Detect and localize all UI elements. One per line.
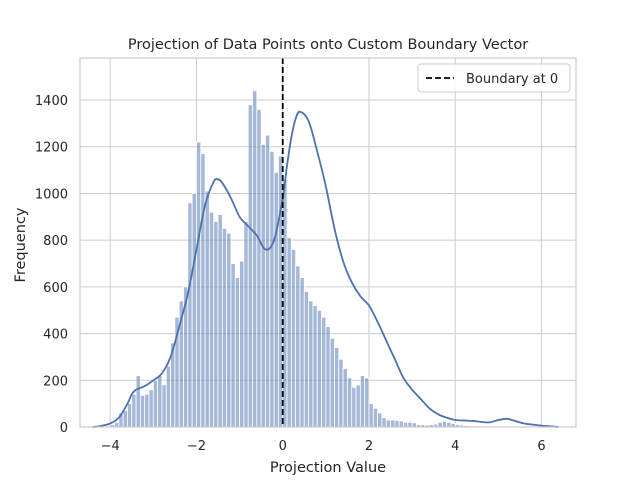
histogram-bar	[165, 365, 171, 428]
histogram-bar	[286, 237, 292, 428]
y-tick-label: 600	[43, 281, 68, 296]
histogram-bar	[308, 300, 314, 428]
histogram-bar	[398, 420, 404, 428]
histogram-bar	[230, 263, 236, 428]
x-tick-label: −4	[101, 439, 120, 454]
x-tick-labels: −4 −2 0 2 4 6	[101, 439, 546, 454]
kde-curve	[92, 110, 559, 428]
histogram-bar	[316, 309, 322, 428]
histogram-bar	[411, 422, 417, 428]
histogram-bar	[299, 277, 305, 428]
histogram-bar	[131, 393, 137, 428]
histogram-bar	[295, 265, 301, 428]
histogram-bar	[247, 104, 253, 428]
histogram-bar	[325, 326, 331, 428]
histogram-bar	[256, 108, 262, 428]
histogram-bar	[221, 228, 228, 428]
histogram-bar	[312, 305, 318, 428]
histogram-bar	[351, 386, 357, 428]
histogram-bar	[394, 420, 400, 428]
y-tick-labels: 0 200 400 600 800 1000 1200 1400	[35, 94, 68, 436]
histogram-bar	[265, 134, 271, 428]
legend-entry-boundary: Boundary at 0	[466, 72, 558, 87]
histogram-bar	[161, 384, 167, 428]
histogram-bar	[135, 375, 141, 428]
histogram-bar	[329, 337, 335, 428]
y-tick-label: 200	[43, 374, 68, 389]
histogram-bar	[273, 172, 279, 428]
histogram-bar	[114, 421, 120, 428]
histogram-bar	[372, 407, 379, 428]
histogram-bar	[290, 249, 297, 428]
histogram-bar	[213, 221, 219, 428]
chart-title: Projection of Data Points onto Custom Bo…	[128, 37, 528, 53]
histogram-bar	[204, 190, 210, 428]
x-tick-label: 2	[365, 439, 373, 454]
plot-frame	[79, 57, 577, 428]
histogram-bar	[157, 375, 163, 428]
x-tick-label: 4	[451, 439, 459, 454]
grid	[80, 58, 576, 428]
histogram-bar	[148, 389, 154, 428]
histogram-bar	[243, 221, 249, 428]
histogram-bar	[347, 377, 353, 428]
histogram-bar	[208, 211, 215, 428]
histogram-bar	[127, 403, 133, 428]
y-tick-label: 1200	[35, 141, 68, 156]
y-tick-label: 400	[43, 328, 68, 343]
y-tick-label: 1400	[35, 94, 68, 109]
x-tick-label: 0	[279, 439, 287, 454]
y-axis-label: Frequency	[13, 207, 29, 282]
histogram-bar	[446, 421, 452, 428]
histogram-bar	[269, 151, 275, 428]
histogram-bar	[187, 202, 193, 428]
histogram-bar	[355, 384, 361, 428]
histogram-bar	[381, 417, 387, 428]
histogram-bar	[239, 260, 245, 428]
legend: Boundary at 0	[417, 63, 571, 93]
histogram-bar	[191, 193, 197, 428]
histogram-bar	[260, 144, 266, 428]
histogram-bar	[407, 421, 413, 428]
histogram-bar	[342, 368, 348, 428]
histogram-bar	[252, 90, 258, 428]
histogram-bar	[377, 412, 383, 428]
histogram-bar	[152, 379, 159, 428]
histogram-bar	[403, 421, 409, 428]
histogram-bar	[303, 291, 309, 428]
histogram-bar	[200, 153, 206, 428]
histogram-bar	[364, 377, 370, 428]
y-tick-label: 800	[43, 234, 68, 249]
histogram-bar	[226, 232, 232, 428]
histogram-bar	[437, 421, 443, 428]
legend-box	[417, 63, 571, 93]
histogram-bar	[359, 375, 366, 428]
histogram-bars	[109, 90, 482, 428]
histogram-bar	[441, 420, 448, 428]
histogram-bar	[385, 419, 391, 428]
histogram-bar	[122, 410, 128, 428]
y-tick-label: 1000	[35, 187, 68, 202]
histogram-bar	[368, 403, 374, 428]
histogram-bar	[334, 347, 340, 428]
histogram-bar	[139, 395, 146, 428]
histogram-bar	[144, 393, 150, 428]
histogram-bar	[196, 141, 202, 428]
histogram-bar	[217, 214, 223, 428]
x-tick-label: −2	[187, 439, 206, 454]
histogram-bar	[390, 419, 396, 428]
x-tick-label: 6	[537, 439, 545, 454]
x-axis-label: Projection Value	[270, 460, 386, 476]
y-tick-label: 0	[60, 421, 68, 436]
histogram-bar	[234, 277, 240, 428]
histogram-bar	[338, 358, 344, 428]
histogram-bar	[321, 316, 327, 428]
